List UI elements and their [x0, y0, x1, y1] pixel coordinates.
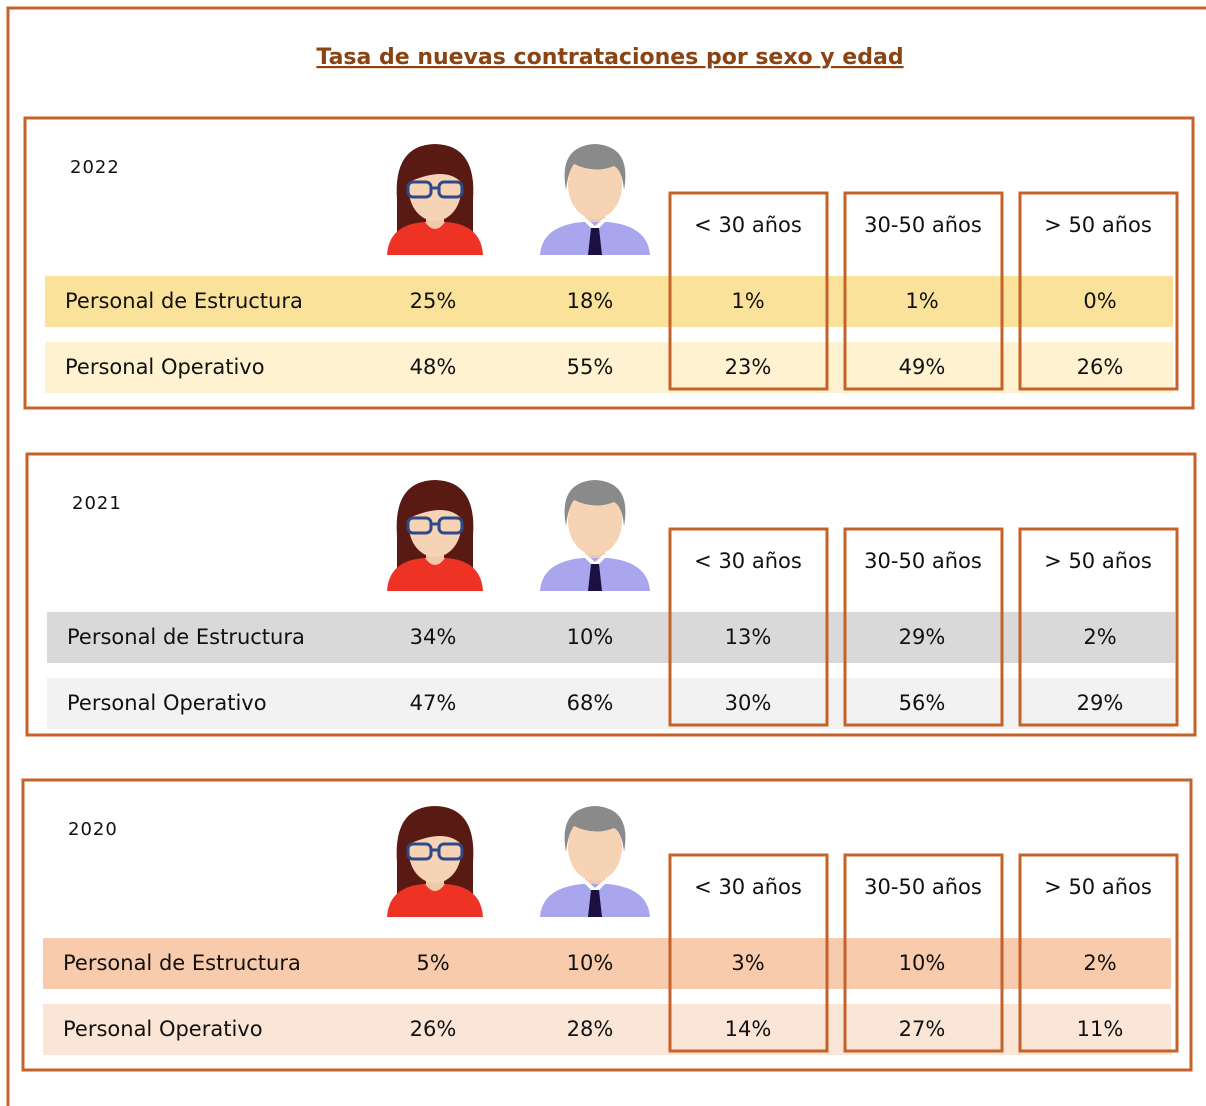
cell-value: 2%: [1083, 951, 1116, 975]
year: 2020: [68, 819, 118, 840]
age-header: 30-50 años: [864, 213, 982, 237]
cell-value: 1%: [731, 289, 764, 313]
row-label: Personal de Estructura: [65, 289, 303, 313]
man-icon: [540, 144, 650, 255]
age-header: > 50 años: [1044, 875, 1152, 899]
cell-value: 28%: [567, 1017, 614, 1041]
cell-value: 1%: [905, 289, 938, 313]
page: Tasa de nuevas contrataciones por sexo y…: [0, 0, 1206, 1106]
age-header: 30-50 años: [864, 875, 982, 899]
row-label: Personal Operativo: [67, 691, 267, 715]
cell-value: 29%: [1077, 691, 1124, 715]
cell-value: 26%: [410, 1017, 457, 1041]
age-header: 30-50 años: [864, 549, 982, 573]
row-label: Personal de Estructura: [67, 625, 305, 649]
cell-value: 30%: [725, 691, 772, 715]
cell-value: 25%: [410, 289, 457, 313]
cell-value: 5%: [416, 951, 449, 975]
cell-value: 26%: [1077, 355, 1124, 379]
age-header: < 30 años: [694, 875, 802, 899]
cell-value: 56%: [899, 691, 946, 715]
woman-icon: [387, 480, 483, 591]
cell-value: 2%: [1083, 625, 1116, 649]
cell-value: 10%: [899, 951, 946, 975]
man-icon: [540, 806, 650, 917]
cell-value: 11%: [1077, 1017, 1124, 1041]
cell-value: 29%: [899, 625, 946, 649]
age-header: < 30 años: [694, 213, 802, 237]
age-header: < 30 años: [694, 549, 802, 573]
cell-value: 10%: [567, 951, 614, 975]
cell-value: 14%: [725, 1017, 772, 1041]
age-header: > 50 años: [1044, 549, 1152, 573]
row-label: Personal Operativo: [63, 1017, 263, 1041]
woman-icon: [387, 806, 483, 917]
cell-value: 49%: [899, 355, 946, 379]
woman-icon: [387, 144, 483, 255]
cell-value: 48%: [410, 355, 457, 379]
cell-value: 3%: [731, 951, 764, 975]
age-header: > 50 años: [1044, 213, 1152, 237]
cell-value: 18%: [567, 289, 614, 313]
page-title: Tasa de nuevas contrataciones por sexo y…: [316, 45, 903, 70]
row-label: Personal Operativo: [65, 355, 265, 379]
cell-value: 47%: [410, 691, 457, 715]
cell-value: 23%: [725, 355, 772, 379]
row-label: Personal de Estructura: [63, 951, 301, 975]
cell-value: 13%: [725, 625, 772, 649]
year: 2022: [70, 157, 120, 178]
man-icon: [540, 480, 650, 591]
cell-value: 68%: [567, 691, 614, 715]
cell-value: 27%: [899, 1017, 946, 1041]
cell-value: 55%: [567, 355, 614, 379]
cell-value: 10%: [567, 625, 614, 649]
cell-value: 34%: [410, 625, 457, 649]
year: 2021: [72, 493, 122, 514]
cell-value: 0%: [1083, 289, 1116, 313]
